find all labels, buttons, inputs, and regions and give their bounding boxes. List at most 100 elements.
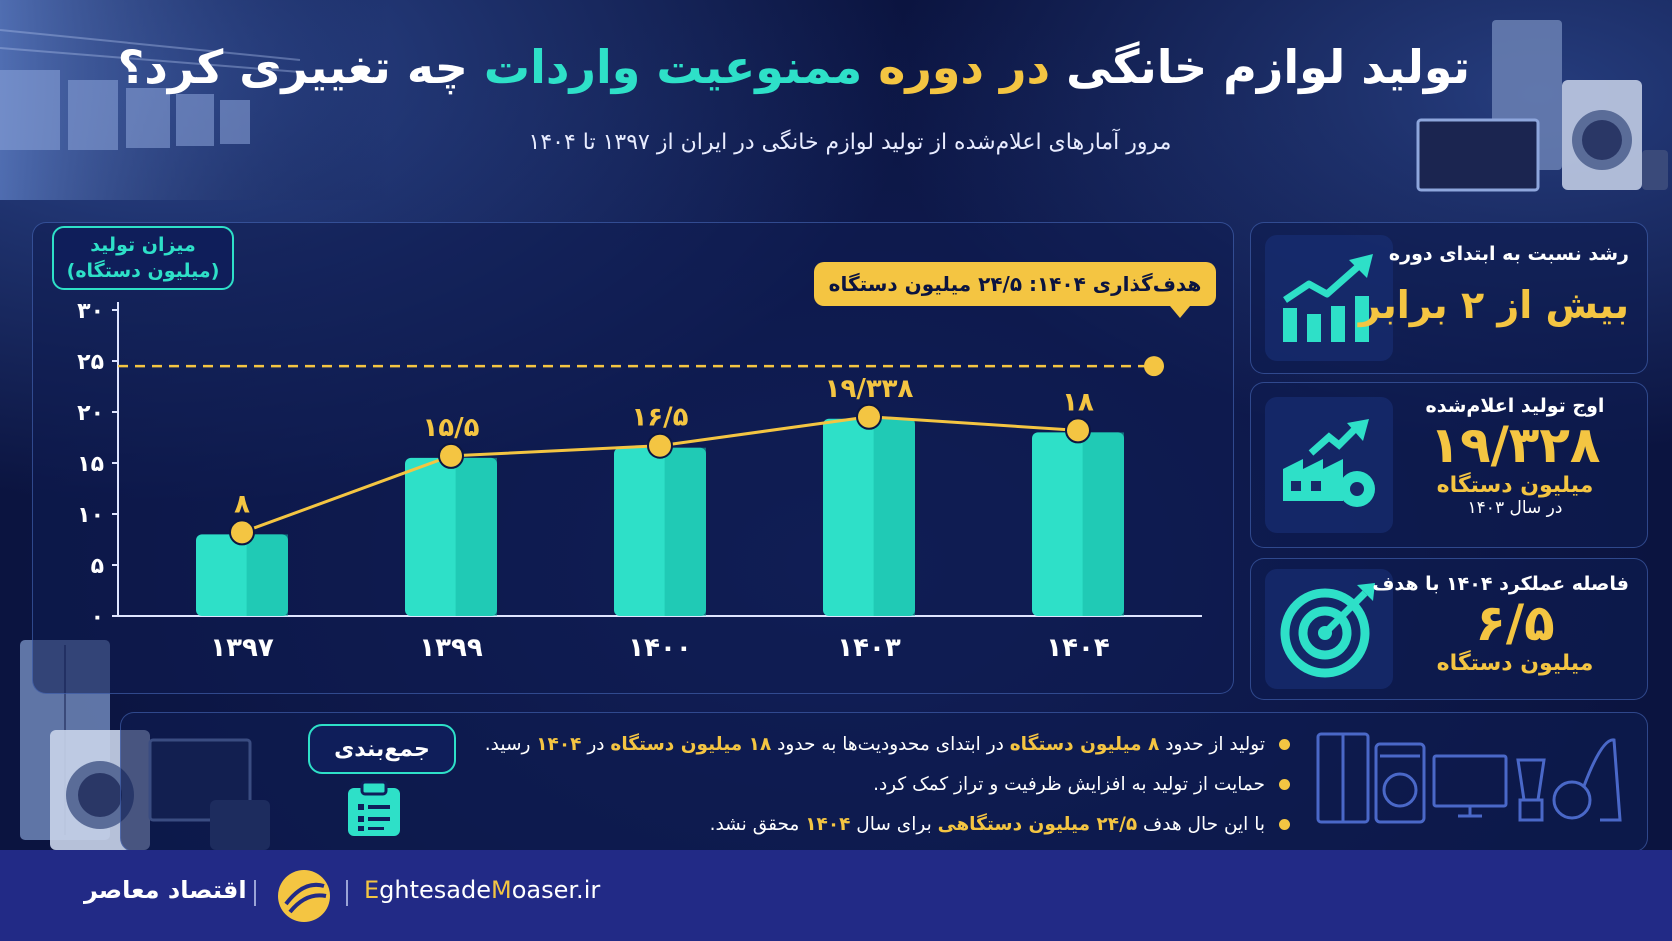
site-part: ghtesade (379, 876, 492, 904)
stat-value: ۱۹/۳۲۸ (1429, 416, 1601, 474)
bullet-part: در (587, 733, 605, 755)
bullet-part: برای سال (856, 813, 932, 835)
bullet-part: رسید. (484, 733, 531, 755)
site-letter: M (491, 876, 512, 904)
bullet-part: تولید از حدود (1165, 733, 1265, 755)
target-marker (1144, 356, 1164, 377)
bullet-highlight: ۸ میلیون دستگاه (1009, 733, 1160, 755)
stat-text: فاصله عملکرد ۱۴۰۴ با هدف ۶/۵ میلیون دستگ… (1372, 573, 1629, 676)
bullet-part: در ابتدای محدودیت‌ها به حدود (777, 733, 1004, 755)
title-part-4: چه تغییری کرد؟ (117, 40, 468, 94)
y-axis-label-line-1: میزان تولید (90, 234, 196, 256)
x-tick-label-0: ۱۳۹۷ (210, 633, 274, 663)
data-label-1: ۱۵/۵ (422, 413, 479, 443)
x-tick-label-4: ۱۴۰۴ (1046, 633, 1109, 663)
y-tick-label: ۲۰ (77, 401, 104, 426)
fridge-icon (1316, 732, 1370, 824)
data-point-2 (647, 432, 673, 459)
tv-icon (1432, 754, 1508, 818)
factory-gear-icon (1283, 419, 1375, 507)
stat-label: رشد نسبت به ابتدای دوره (1388, 243, 1629, 265)
y-tick-label: ۳۰ (77, 299, 104, 324)
bullet-text: تولید از حدود ۸ میلیون دستگاه در ابتدای … (485, 734, 1265, 755)
data-point-1 (438, 442, 464, 469)
stat-note: در سال ۱۴۰۳ (1467, 498, 1563, 518)
bullet-text: حمایت از تولید به افزایش ظرفیت و تراز کم… (873, 773, 1265, 795)
bar-shade-4 (1082, 432, 1124, 616)
bullet-dot (1279, 738, 1290, 750)
title-part-2: در دوره (878, 40, 1051, 94)
bullet-part: با این حال هدف (1143, 813, 1265, 835)
x-tick-label-1: ۱۳۹۹ (419, 633, 483, 663)
bullet-dot (1279, 778, 1290, 790)
site-part: oaser.ir (511, 876, 601, 904)
y-tick-label: ۱۰ (77, 503, 104, 528)
vacuum-icon (1552, 738, 1622, 822)
data-label-4: ۱۸ (1062, 387, 1094, 417)
summary-bullet: حمایت از تولید به افزایش ظرفیت و تراز کم… (480, 764, 1290, 804)
stat-value: ۶/۵ (1475, 594, 1555, 652)
summary-bullets: تولید از حدود ۸ میلیون دستگاه در ابتدای … (480, 724, 1290, 844)
y-tick-label: ۲۵ (77, 350, 104, 375)
factory-photo (0, 0, 390, 200)
site-letter: E (364, 876, 380, 904)
bullet-dot (1279, 818, 1290, 830)
stat-icon-box (1265, 569, 1393, 689)
brand-name: اقتصاد معاصر (84, 876, 247, 904)
bullet-part: محقق نشد. (709, 813, 800, 835)
production-chart: ۰ ۵ ۱۰ ۱۵ ۲۰ ۲۵ ۳۰ ۸ ۱۳۹۷ ۱۵/۵ ۱۳۹۹ ۱۶/۵ ۱۴۰۰ ۱۹/۳۳۸ ۱… (77, 299, 1202, 663)
growth-chart-icon (1283, 254, 1373, 342)
footer (0, 850, 1672, 941)
data-point-0 (229, 519, 255, 546)
stat-card-peak: اوج تولید اعلام‌شده ۱۹/۳۲۸ میلیون دستگاه… (1250, 382, 1648, 548)
bullet-text: با این حال هدف ۲۴/۵ میلیون دستگاهی برای … (710, 814, 1265, 835)
stat-icon-box (1265, 235, 1393, 361)
bullet-highlight: ۲۴/۵ میلیون دستگاهی (937, 813, 1138, 835)
data-label-0: ۸ (234, 489, 250, 519)
target-callout: هدف‌گذاری ۱۴۰۴: ۲۴/۵ میلیون دستگاه (814, 262, 1216, 318)
appliances-photo-top (1416, 20, 1668, 192)
data-label-3: ۱۹/۳۳۸ (825, 374, 914, 404)
stat-label: فاصله عملکرد ۱۴۰۴ با هدف (1372, 573, 1629, 595)
summary-tag: جمع‌بندی (308, 724, 456, 774)
brand-logo-icon (278, 870, 330, 922)
data-point-3 (856, 403, 882, 430)
blender-icon (1516, 758, 1546, 822)
stat-label: اوج تولید اعلام‌شده (1425, 395, 1605, 417)
appliance-icons-row (1316, 732, 1622, 824)
title-part-1: تولید لوازم خانگی (1066, 40, 1470, 94)
data-point-4 (1065, 417, 1091, 444)
page-title: تولید لوازم خانگی در دوره ممنوعیت واردات… (118, 40, 1470, 94)
website-link[interactable]: EghtesadeMoaser.ir (364, 876, 600, 904)
summary-bullet: تولید از حدود ۸ میلیون دستگاه در ابتدای … (480, 724, 1290, 764)
data-label-2: ۱۶/۵ (631, 403, 688, 433)
bar-shade-2 (664, 447, 706, 616)
bar-shade-1 (455, 457, 497, 616)
footer-divider (346, 880, 348, 906)
summary-bullet: با این حال هدف ۲۴/۵ میلیون دستگاهی برای … (480, 804, 1290, 844)
stat-value: بیش از ۲ برابر (1358, 283, 1629, 327)
stat-icon-box (1265, 397, 1393, 533)
x-tick-label-3: ۱۴۰۳ (837, 633, 901, 663)
y-tick-label: ۵ (91, 554, 104, 579)
title-part-3: ممنوعیت واردات (483, 40, 863, 94)
y-tick-label: ۱۵ (77, 452, 104, 477)
stat-text: اوج تولید اعلام‌شده ۱۹/۳۲۸ میلیون دستگاه… (1401, 395, 1629, 518)
stat-card-growth: رشد نسبت به ابتدای دوره بیش از ۲ برابر (1250, 222, 1648, 374)
target-icon (1280, 583, 1375, 678)
clipboard-icon (348, 780, 400, 836)
y-axis-label-line-2: (میلیون دستگاه) (66, 260, 220, 282)
bullet-highlight: ۱۸ میلیون دستگاه (610, 733, 772, 755)
bullet-highlight: ۱۴۰۴ (536, 733, 582, 755)
page-subtitle: مرور آمارهای اعلام‌شده از تولید لوازم خا… (528, 130, 1172, 155)
bullet-highlight: ۱۴۰۴ (805, 813, 851, 835)
bar-shade-0 (246, 534, 288, 616)
stat-unit: میلیون دستگاه (1436, 651, 1594, 676)
stat-unit: میلیون دستگاه (1436, 473, 1594, 498)
y-tick-label: ۰ (91, 605, 104, 630)
y-axis-label: میزان تولید (میلیون دستگاه) (52, 226, 234, 290)
x-tick-label-2: ۱۴۰۰ (628, 633, 691, 663)
bar-shade-3 (873, 418, 915, 616)
washing-machine-icon (1374, 742, 1426, 824)
stat-card-gap: فاصله عملکرد ۱۴۰۴ با هدف ۶/۵ میلیون دستگ… (1250, 558, 1648, 700)
